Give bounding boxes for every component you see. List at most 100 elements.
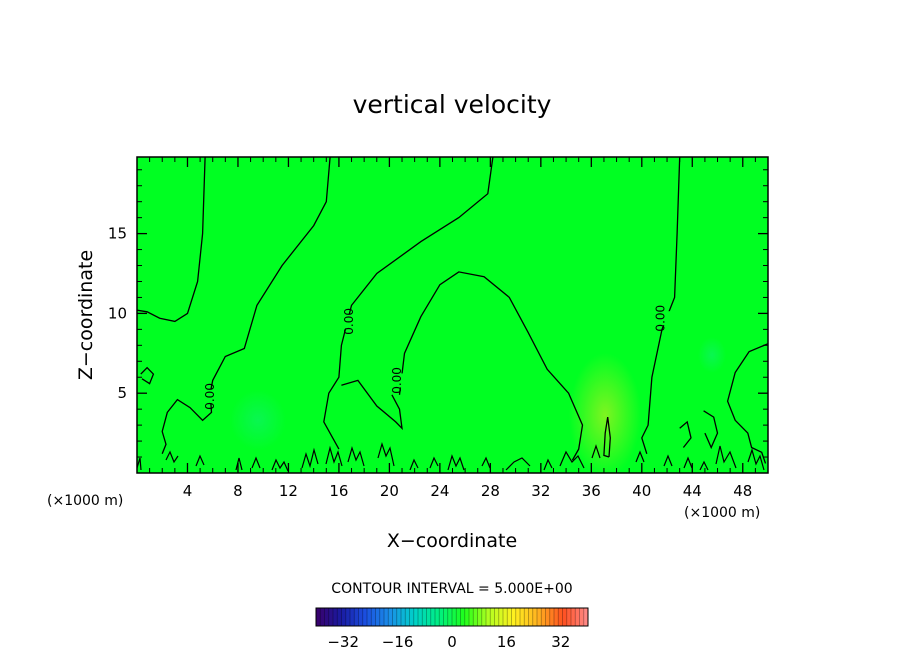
colorbar-swatch — [367, 608, 372, 626]
colorbar-swatch — [575, 608, 580, 626]
colorbar-frame — [315, 607, 589, 627]
contour-fragment — [715, 445, 737, 469]
colorbar-swatch — [532, 608, 538, 626]
colorbar-swatch — [345, 608, 351, 626]
x-tick-label: 4 — [183, 482, 193, 500]
contour-fragment — [543, 458, 553, 471]
y-axis-label: Z−coordinate — [75, 250, 97, 380]
y-tick-labels: 5 10 15 — [108, 225, 127, 403]
contour-fragment — [347, 445, 365, 467]
colorbar-swatch — [469, 608, 474, 626]
colorbar-swatch — [375, 608, 381, 626]
colorbar-swatch — [418, 608, 423, 626]
contour-fragment — [325, 445, 343, 467]
colorbar-swatch — [520, 608, 525, 626]
colorbar — [315, 608, 589, 626]
colorbar-swatch — [388, 608, 393, 626]
colorbar-swatch — [333, 608, 338, 626]
contour-lines — [137, 157, 768, 464]
contour-line — [398, 271, 584, 461]
contour-label: 0.00 — [342, 308, 356, 335]
colorbar-swatch — [430, 608, 436, 626]
x-tick-label: 8 — [233, 482, 243, 500]
colorbar-swatch — [477, 608, 483, 626]
contour-fragment — [635, 450, 645, 463]
y-tick-label: 15 — [108, 225, 127, 243]
colorbar-swatch — [350, 608, 355, 626]
colorbar-swatch — [379, 608, 385, 626]
contour-label-bg — [644, 311, 677, 326]
colorbar-tick-label: −32 — [327, 633, 359, 651]
colorbar-tick-label: 32 — [551, 633, 570, 651]
colorbar-swatch — [558, 608, 563, 626]
contour-fragment — [429, 456, 439, 469]
colorbar-swatch — [320, 608, 325, 626]
colorbar-swatch — [460, 608, 466, 626]
contour-fragment — [409, 458, 419, 471]
colorbar-swatch — [481, 608, 487, 626]
contour-fragment — [235, 457, 243, 471]
chart-title: vertical velocity — [353, 90, 552, 119]
colorbar-swatch — [422, 608, 427, 626]
colorbar-swatch — [549, 608, 555, 626]
colorbar-swatch — [486, 608, 491, 626]
colorbar-swatch — [528, 608, 534, 626]
colorbar-swatch — [413, 608, 419, 626]
colorbar-swatch — [396, 608, 402, 626]
cool-region — [698, 337, 726, 373]
contour-labels: 0.00 0.00 0.00 0.00 — [194, 305, 677, 410]
contour-fragment — [447, 454, 465, 471]
x-tick-label: 12 — [279, 482, 298, 500]
contour-fragment — [137, 457, 142, 471]
colorbar-swatch — [371, 608, 376, 626]
x-tick-label: 20 — [380, 482, 399, 500]
x-tick-label: 44 — [683, 482, 702, 500]
colorbar-swatch — [341, 608, 347, 626]
axis-ticks — [137, 157, 768, 473]
contour-line — [341, 379, 403, 431]
colorbar-swatch — [524, 608, 529, 626]
x-tick-label: 28 — [481, 482, 500, 500]
colorbar-swatch — [439, 608, 444, 626]
colorbar-swatch — [362, 608, 368, 626]
warm-region — [569, 353, 641, 473]
contour-fragment — [271, 458, 289, 472]
colorbar-swatch — [503, 608, 508, 626]
colorbar-swatch — [324, 608, 330, 626]
contour-label: 0.00 — [654, 305, 668, 332]
contour-label-bg — [380, 373, 413, 388]
colorbar-swatch — [515, 608, 521, 626]
contour-fragment — [481, 456, 491, 469]
colorbar-tick-labels: −32 −16 0 16 32 — [327, 633, 570, 651]
contour-fragment — [251, 456, 261, 469]
colorbar-swatch — [456, 608, 461, 626]
contour-fragment — [683, 456, 693, 469]
colorbar-swatch — [401, 608, 406, 626]
contour-label-bg — [333, 314, 366, 329]
x-tick-label: 24 — [430, 482, 449, 500]
surface-noise — [137, 441, 765, 472]
colorbar-swatch — [426, 608, 432, 626]
contour-label-bg — [194, 389, 227, 404]
contour-line — [323, 157, 494, 450]
contour-line — [726, 343, 768, 464]
colorbar-tick-label: 16 — [497, 633, 516, 651]
colorbar-swatch — [337, 608, 342, 626]
colorbar-swatch — [554, 608, 559, 626]
contour-interval-text: CONTOUR INTERVAL = 5.000E+00 — [331, 581, 572, 597]
x-tick-labels: 4 8 12 16 20 24 28 32 36 40 44 48 — [183, 482, 753, 500]
contour-fragment — [505, 457, 531, 471]
contour-fragment — [195, 454, 205, 467]
colorbar-swatch — [405, 608, 410, 626]
colorbar-swatch — [452, 608, 457, 626]
colorbar-swatch — [464, 608, 470, 626]
colorbar-swatch — [392, 608, 398, 626]
contour-label: 0.00 — [203, 383, 217, 410]
contour-fragment — [591, 444, 601, 459]
colorbar-swatch — [316, 608, 321, 626]
x-tick-label: 48 — [733, 482, 752, 500]
x-tick-label: 32 — [531, 482, 550, 500]
colorbar-swatch — [358, 608, 364, 626]
colorbar-swatch — [435, 608, 440, 626]
